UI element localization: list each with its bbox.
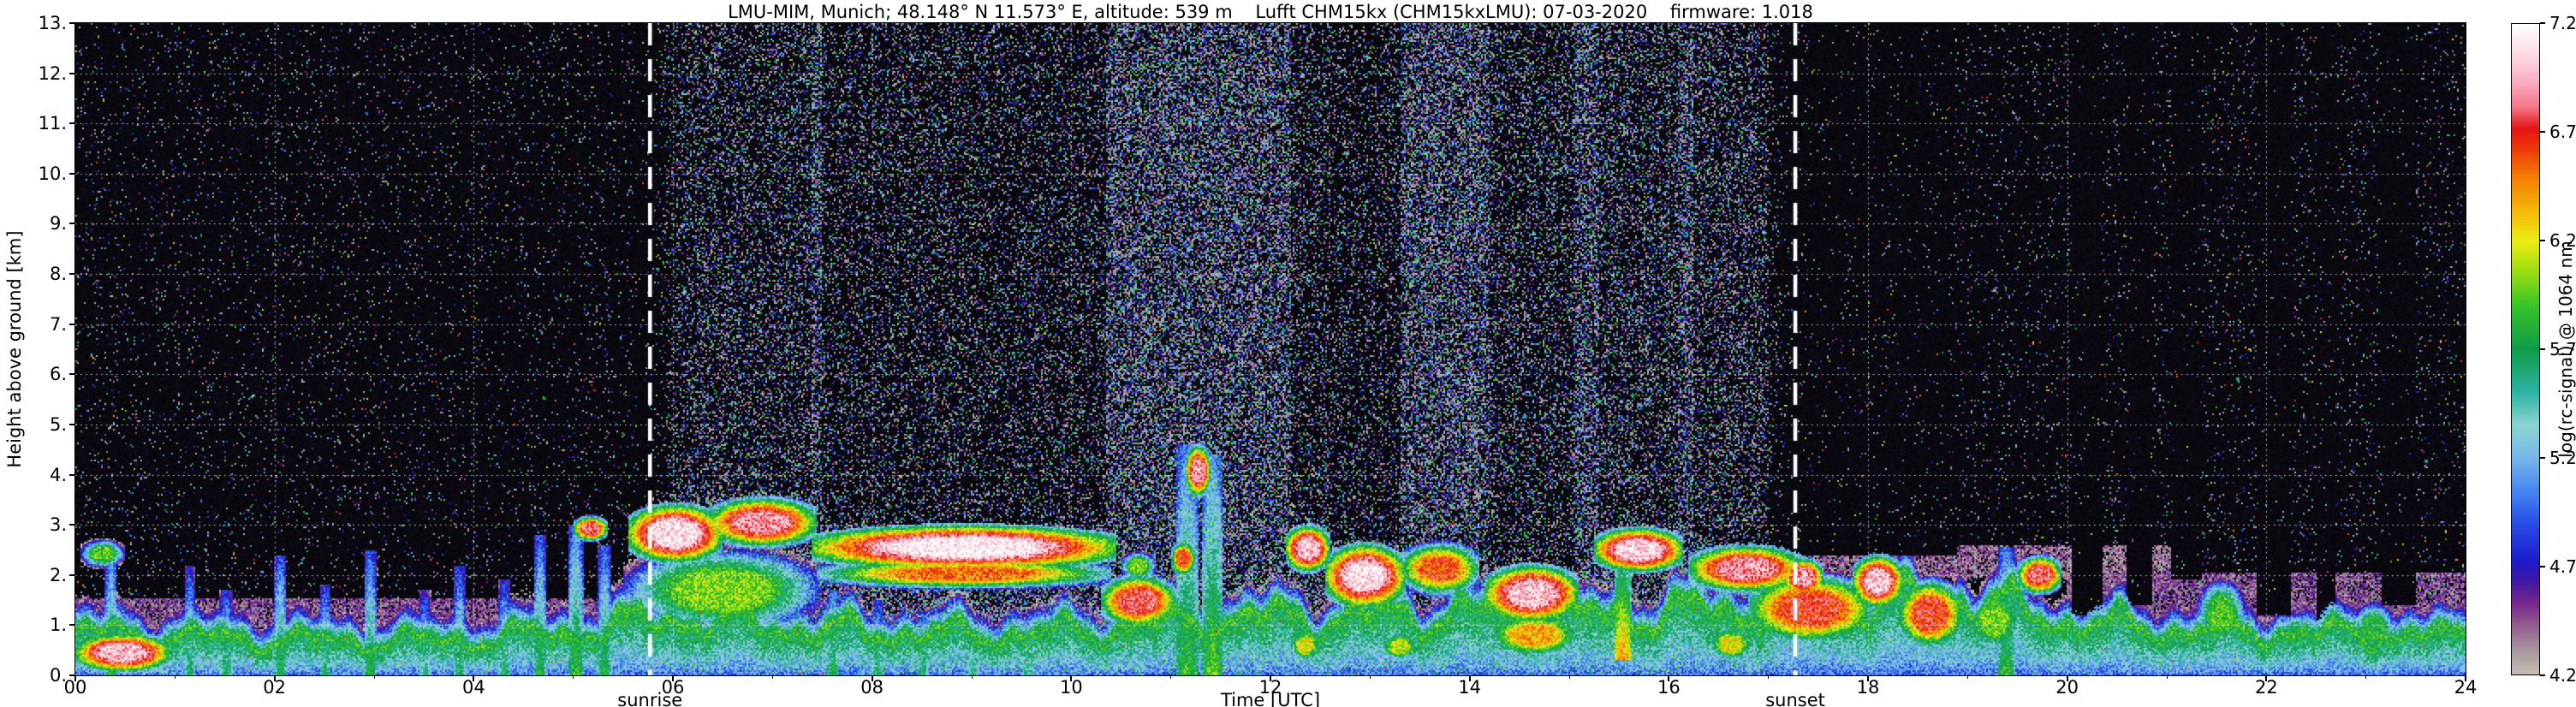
colorbar-tick-label: 5.2 bbox=[2549, 448, 2576, 468]
x-minor-tick-mark bbox=[1768, 675, 1770, 679]
colorbar-tick-mark bbox=[2540, 566, 2545, 567]
x-tick-mark bbox=[2265, 675, 2268, 681]
colorbar-tick-label: 5.7 bbox=[2549, 339, 2576, 359]
colorbar-tick-mark bbox=[2540, 131, 2545, 133]
colorbar-tick-mark bbox=[2540, 22, 2545, 24]
y-tick-mark bbox=[69, 22, 75, 24]
y-tick-mark bbox=[69, 674, 75, 676]
y-tick-label: 10. bbox=[38, 163, 67, 184]
x-minor-tick-mark bbox=[2166, 675, 2168, 679]
y-tick-label: 8. bbox=[49, 264, 67, 285]
x-tick-mark bbox=[672, 675, 674, 681]
y-tick-mark bbox=[69, 172, 75, 175]
y-tick-label: 5. bbox=[49, 413, 67, 435]
x-tick-mark bbox=[2465, 675, 2466, 681]
x-minor-tick-mark bbox=[1568, 675, 1570, 679]
colorbar-tick-label: 4.2 bbox=[2549, 665, 2576, 686]
x-tick-mark bbox=[74, 675, 76, 681]
y-tick-label: 2. bbox=[49, 564, 67, 585]
y-tick-mark bbox=[69, 473, 75, 476]
x-minor-tick-mark bbox=[573, 675, 574, 679]
y-tick-mark bbox=[69, 323, 75, 325]
x-axis-label: Time [UTC] bbox=[1220, 690, 1321, 707]
y-tick-label: 13. bbox=[38, 13, 67, 33]
colorbar-tick-label: 6.7 bbox=[2549, 122, 2576, 142]
y-tick-mark bbox=[69, 273, 75, 276]
x-minor-tick-mark bbox=[1170, 675, 1172, 679]
colorbar bbox=[2511, 23, 2540, 675]
x-minor-tick-mark bbox=[373, 675, 375, 679]
x-tick-mark bbox=[871, 675, 873, 681]
x-minor-tick-mark bbox=[1369, 675, 1371, 679]
colorbar-tick-mark bbox=[2540, 674, 2545, 676]
y-tick-label: 0. bbox=[49, 665, 67, 686]
y-tick-mark bbox=[69, 373, 75, 376]
colorbar-canvas bbox=[2512, 24, 2539, 674]
y-tick-mark bbox=[69, 573, 75, 576]
y-tick-label: 4. bbox=[49, 464, 67, 485]
x-tick-mark bbox=[1270, 675, 1271, 681]
colorbar-tick-mark bbox=[2540, 457, 2545, 459]
y-tick-label: 12. bbox=[38, 62, 67, 84]
chart-title: LMU-MIM, Munich; 48.148° N 11.573° E, al… bbox=[728, 2, 1813, 22]
heatmap-canvas bbox=[75, 23, 2466, 675]
y-tick-label: 6. bbox=[49, 364, 67, 385]
x-minor-tick-mark bbox=[2365, 675, 2367, 679]
colorbar-tick-label: 4.7 bbox=[2549, 556, 2576, 577]
y-tick-label: 11. bbox=[38, 113, 67, 134]
y-tick-label: 7. bbox=[49, 313, 67, 335]
y-tick-label: 3. bbox=[49, 514, 67, 536]
plot-area bbox=[75, 23, 2466, 675]
x-minor-tick-mark bbox=[174, 675, 176, 679]
x-tick-mark bbox=[1867, 675, 1869, 681]
sunset-label: sunset bbox=[1765, 690, 1825, 707]
x-tick-mark bbox=[273, 675, 276, 681]
x-minor-tick-mark bbox=[971, 675, 973, 679]
y-tick-mark bbox=[69, 423, 75, 425]
y-tick-label: 9. bbox=[49, 213, 67, 235]
x-tick-mark bbox=[1070, 675, 1073, 681]
colorbar-tick-mark bbox=[2540, 348, 2545, 350]
colorbar-tick-label: 7.2 bbox=[2549, 13, 2576, 33]
y-tick-mark bbox=[69, 122, 75, 125]
y-tick-label: 1. bbox=[49, 615, 67, 636]
colorbar-tick-mark bbox=[2540, 240, 2545, 241]
y-tick-mark bbox=[69, 524, 75, 526]
colorbar-tick-label: 6.2 bbox=[2549, 230, 2576, 251]
x-tick-mark bbox=[1668, 675, 1670, 681]
x-tick-mark bbox=[2066, 675, 2068, 681]
y-tick-mark bbox=[69, 624, 75, 627]
y-tick-mark bbox=[69, 223, 75, 225]
sunrise-label: sunrise bbox=[617, 690, 683, 707]
x-tick-mark bbox=[473, 675, 475, 681]
y-tick-mark bbox=[69, 72, 75, 74]
x-tick-mark bbox=[1468, 675, 1471, 681]
x-minor-tick-mark bbox=[771, 675, 773, 679]
x-minor-tick-mark bbox=[1966, 675, 1968, 679]
